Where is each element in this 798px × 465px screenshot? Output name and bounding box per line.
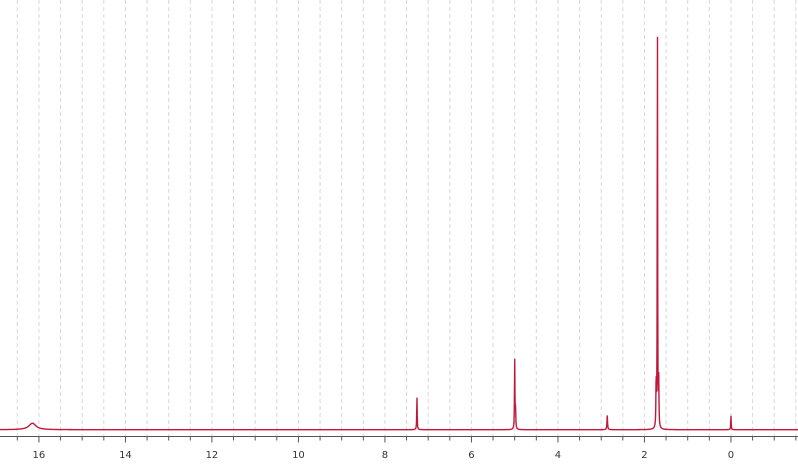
x-tick-label: 12 [206, 450, 219, 461]
spectrum-trace [0, 36, 798, 431]
x-tick-label: 4 [555, 450, 561, 461]
x-axis-tick-labels: 16 14 12 10 8 6 4 2 0 [33, 450, 735, 461]
x-tick-label: 8 [382, 450, 388, 461]
x-axis-ticks [16, 436, 797, 443]
x-tick-label: 6 [468, 450, 474, 461]
x-tick-label: 16 [33, 450, 46, 461]
x-tick-label: 0 [728, 450, 734, 461]
x-tick-label: 14 [119, 450, 132, 461]
x-tick-label: 10 [292, 450, 305, 461]
x-tick-label: 2 [641, 450, 647, 461]
grid-lines [16, 0, 797, 437]
